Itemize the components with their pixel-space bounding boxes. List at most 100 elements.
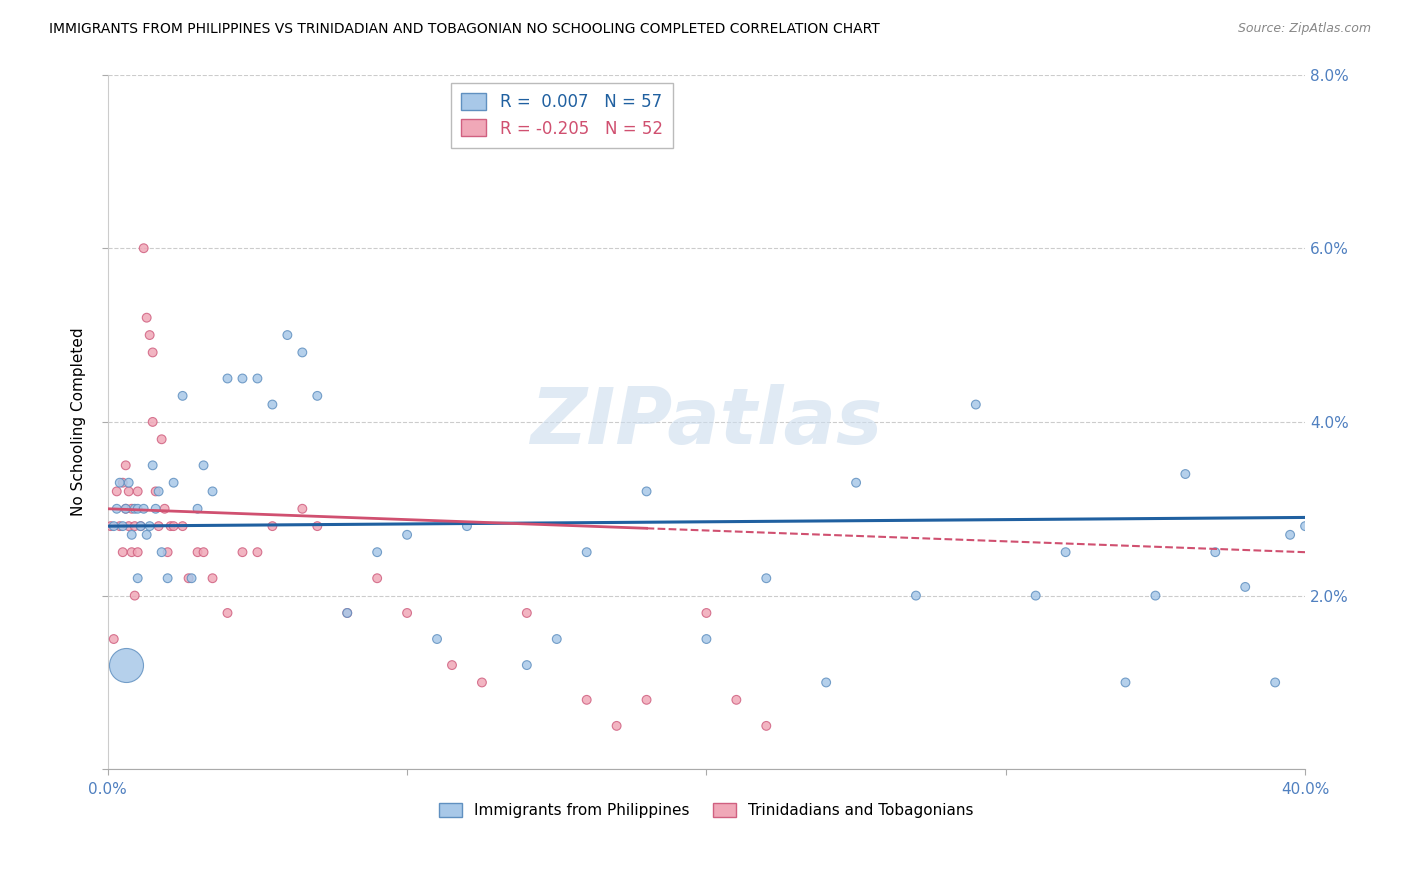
Point bbox=[145, 501, 167, 516]
Point bbox=[1264, 675, 1286, 690]
Y-axis label: No Schooling Completed: No Schooling Completed bbox=[72, 327, 86, 516]
Point bbox=[262, 398, 284, 412]
Point bbox=[172, 519, 194, 533]
Point bbox=[965, 398, 987, 412]
Point bbox=[440, 658, 463, 673]
Point bbox=[1204, 545, 1226, 559]
Point bbox=[187, 545, 209, 559]
Point bbox=[546, 632, 568, 646]
Point bbox=[1294, 519, 1316, 533]
Point bbox=[291, 345, 314, 359]
Point bbox=[246, 371, 269, 385]
Point bbox=[142, 458, 165, 473]
Point bbox=[124, 519, 146, 533]
Point bbox=[217, 606, 239, 620]
Point bbox=[276, 328, 298, 343]
Point bbox=[105, 484, 128, 499]
Point bbox=[129, 519, 152, 533]
Point bbox=[246, 545, 269, 559]
Point bbox=[159, 519, 181, 533]
Point bbox=[1144, 589, 1167, 603]
Point bbox=[904, 589, 927, 603]
Point bbox=[111, 519, 134, 533]
Point bbox=[135, 528, 157, 542]
Point bbox=[114, 658, 136, 673]
Point bbox=[108, 475, 131, 490]
Point bbox=[121, 501, 143, 516]
Text: IMMIGRANTS FROM PHILIPPINES VS TRINIDADIAN AND TOBAGONIAN NO SCHOOLING COMPLETED: IMMIGRANTS FROM PHILIPPINES VS TRINIDADI… bbox=[49, 22, 880, 37]
Point bbox=[426, 632, 449, 646]
Legend: Immigrants from Philippines, Trinidadians and Tobagonians: Immigrants from Philippines, Trinidadian… bbox=[433, 797, 980, 824]
Point bbox=[138, 519, 160, 533]
Point bbox=[127, 501, 149, 516]
Point bbox=[575, 545, 598, 559]
Point bbox=[180, 571, 202, 585]
Point bbox=[396, 528, 419, 542]
Point bbox=[118, 519, 141, 533]
Point bbox=[103, 632, 125, 646]
Point bbox=[156, 571, 179, 585]
Point bbox=[177, 571, 200, 585]
Point bbox=[307, 519, 329, 533]
Point bbox=[1279, 528, 1302, 542]
Point bbox=[1174, 467, 1197, 481]
Point bbox=[114, 501, 136, 516]
Point bbox=[121, 528, 143, 542]
Point bbox=[336, 606, 359, 620]
Point bbox=[725, 693, 748, 707]
Point bbox=[150, 545, 173, 559]
Point bbox=[118, 475, 141, 490]
Point bbox=[108, 519, 131, 533]
Point bbox=[142, 345, 165, 359]
Point bbox=[172, 389, 194, 403]
Point bbox=[124, 501, 146, 516]
Point bbox=[755, 719, 778, 733]
Point bbox=[100, 519, 122, 533]
Point bbox=[111, 475, 134, 490]
Point bbox=[127, 545, 149, 559]
Text: ZIPatlas: ZIPatlas bbox=[530, 384, 883, 460]
Point bbox=[396, 606, 419, 620]
Point bbox=[262, 519, 284, 533]
Point bbox=[516, 606, 538, 620]
Point bbox=[153, 501, 176, 516]
Point bbox=[606, 719, 628, 733]
Point bbox=[138, 328, 160, 343]
Point bbox=[193, 545, 215, 559]
Point bbox=[132, 241, 155, 255]
Point bbox=[695, 632, 717, 646]
Point bbox=[1025, 589, 1047, 603]
Point bbox=[201, 484, 224, 499]
Point bbox=[471, 675, 494, 690]
Point bbox=[150, 432, 173, 446]
Point bbox=[636, 484, 658, 499]
Point bbox=[127, 484, 149, 499]
Point bbox=[307, 389, 329, 403]
Point bbox=[124, 589, 146, 603]
Point bbox=[193, 458, 215, 473]
Point bbox=[815, 675, 838, 690]
Point bbox=[1114, 675, 1136, 690]
Point bbox=[231, 545, 253, 559]
Point bbox=[148, 484, 170, 499]
Point bbox=[575, 693, 598, 707]
Point bbox=[755, 571, 778, 585]
Point bbox=[695, 606, 717, 620]
Point bbox=[636, 693, 658, 707]
Point bbox=[118, 484, 141, 499]
Point bbox=[162, 519, 184, 533]
Point bbox=[142, 415, 165, 429]
Point bbox=[366, 545, 388, 559]
Point bbox=[127, 571, 149, 585]
Point bbox=[456, 519, 478, 533]
Point bbox=[162, 475, 184, 490]
Point bbox=[845, 475, 868, 490]
Point bbox=[111, 545, 134, 559]
Point bbox=[129, 519, 152, 533]
Point bbox=[135, 310, 157, 325]
Point bbox=[291, 501, 314, 516]
Point bbox=[114, 501, 136, 516]
Point bbox=[105, 501, 128, 516]
Point bbox=[132, 501, 155, 516]
Point bbox=[201, 571, 224, 585]
